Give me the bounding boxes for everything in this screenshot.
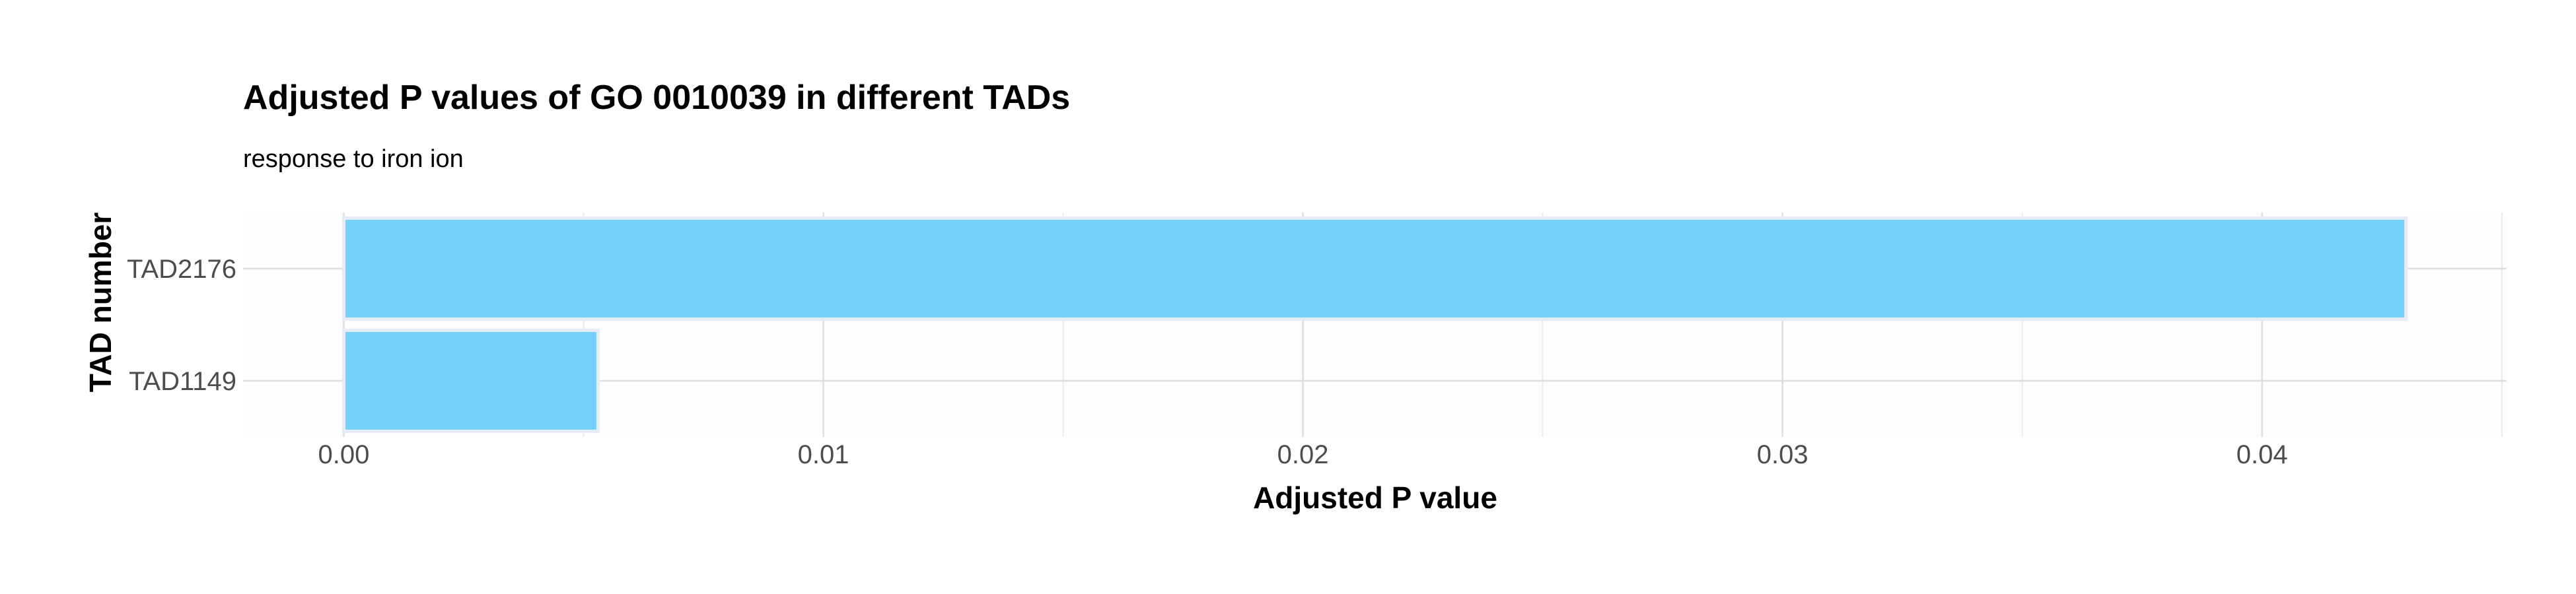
bars [341, 216, 2408, 433]
bar-tad2176 [341, 216, 2408, 321]
y-tick-labels: TAD1149 TAD2176 [127, 255, 236, 396]
chart-subtitle: response to iron ion [243, 145, 464, 173]
chart-title: Adjusted P values of GO 0010039 in diffe… [243, 79, 1070, 117]
x-tick-label: 0.03 [1757, 440, 1808, 469]
y-axis-title: TAD number [83, 213, 118, 393]
y-tick-label: TAD1149 [129, 367, 236, 396]
x-tick-label: 0.00 [318, 440, 370, 469]
x-tick-labels: 0.00 0.01 0.02 0.03 0.04 [318, 440, 2288, 469]
x-tick-label: 0.01 [798, 440, 849, 469]
x-axis-title: Adjusted P value [1253, 480, 1497, 515]
bar-tad1149 [341, 329, 600, 433]
x-tick-label: 0.04 [2236, 440, 2288, 469]
x-tick-label: 0.02 [1277, 440, 1329, 469]
y-tick-label: TAD2176 [127, 255, 236, 284]
